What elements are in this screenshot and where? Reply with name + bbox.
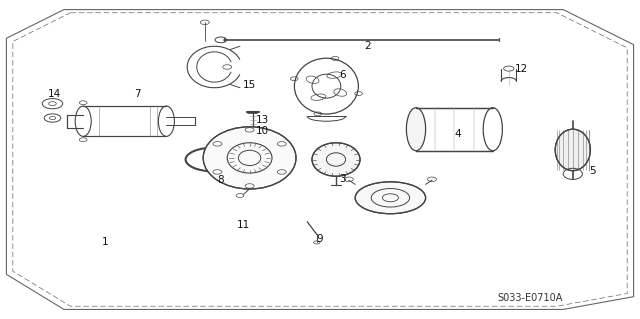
Text: 8: 8 <box>218 175 224 185</box>
Text: 11: 11 <box>237 220 250 230</box>
Bar <box>416 108 493 151</box>
Text: 2: 2 <box>365 41 371 51</box>
Text: 13: 13 <box>256 115 269 125</box>
Ellipse shape <box>355 182 426 214</box>
Text: 14: 14 <box>48 89 61 99</box>
Bar <box>83 106 166 136</box>
Text: 6: 6 <box>339 70 346 80</box>
Text: 1: 1 <box>102 237 109 248</box>
Text: 12: 12 <box>515 63 528 74</box>
Ellipse shape <box>406 108 426 151</box>
Ellipse shape <box>555 129 590 171</box>
Text: 9: 9 <box>317 234 323 244</box>
Text: 10: 10 <box>256 126 269 136</box>
Ellipse shape <box>204 127 296 189</box>
Text: 4: 4 <box>454 129 461 139</box>
Ellipse shape <box>312 143 360 176</box>
Text: S033-E0710A: S033-E0710A <box>498 293 563 303</box>
Text: 5: 5 <box>589 166 595 176</box>
Text: 7: 7 <box>134 89 141 99</box>
Text: 3: 3 <box>339 174 346 184</box>
Text: 15: 15 <box>243 79 256 90</box>
